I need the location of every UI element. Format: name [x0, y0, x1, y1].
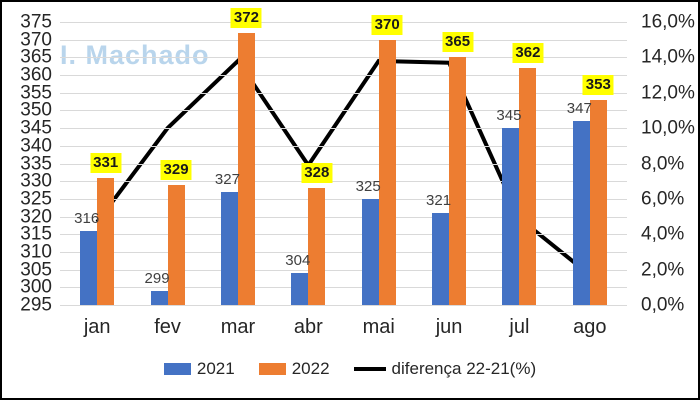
y-axis-tick-label: 370	[20, 29, 52, 51]
y-axis-tick-label: 315	[20, 223, 52, 245]
bar-value-label-2021-ago: 347	[566, 100, 592, 118]
x-axis-label-mar: mar	[220, 316, 256, 338]
legend-label-2021: 2021	[196, 359, 235, 378]
watermark: I. Machado	[60, 40, 210, 70]
y-axis-tick-label: 350	[20, 99, 52, 121]
y2-axis-tick-label: 14,0%	[641, 46, 695, 68]
bar-2021-jan	[80, 230, 98, 305]
legend-label-diff: diferença 22-21(%)	[391, 359, 537, 378]
gridline	[60, 269, 627, 271]
bar-value-label-2022-ago: 353	[582, 74, 614, 95]
gridline	[60, 57, 627, 59]
legend-item-2022: 2022	[258, 359, 330, 379]
gridline	[60, 163, 627, 165]
y-axis-tick-label: 295	[20, 294, 52, 316]
bar-value-label-2022-fev: 329	[160, 159, 192, 180]
bar-2022-mai	[378, 39, 396, 305]
gridline	[60, 181, 627, 183]
y-axis-tick-label: 310	[20, 241, 52, 263]
bar-value-label-2021-fev: 299	[144, 269, 170, 287]
y-axis-tick-label: 335	[20, 153, 52, 174]
legend-item-2021: 2021	[163, 359, 235, 379]
bar-value-label-2022-mar: 372	[230, 7, 262, 28]
y-axis-tick-label: 375	[20, 11, 52, 33]
bar-2021-ago	[572, 121, 590, 305]
bar-2021-jun	[432, 213, 450, 305]
y-axis-tick-label: 330	[20, 170, 52, 192]
y2-axis-tick-label: 12,0%	[641, 82, 695, 104]
x-axis-label-jun: jun	[435, 316, 463, 338]
bar-2022-jul	[519, 67, 537, 305]
gridline	[60, 145, 627, 147]
y-axis-tick-label: 305	[20, 259, 52, 281]
bar-value-label-2022-jan: 331	[90, 152, 122, 173]
bar-value-label-2021-jan: 316	[74, 209, 100, 227]
bar-2021-abr	[291, 273, 309, 305]
bar-value-label-2021-jun: 321	[426, 192, 452, 210]
bar-value-label-2021-jul: 345	[496, 107, 522, 125]
bar-value-label-2022-abr: 328	[301, 163, 333, 184]
bar-2022-jun	[449, 57, 467, 305]
bar-2021-fev	[150, 290, 168, 305]
bar-value-label-2021-abr: 304	[285, 252, 311, 270]
y-axis-tick-label: 340	[20, 135, 52, 157]
x-axis-label-jan: jan	[83, 316, 111, 338]
legend: 2021 2022 diferença 22-21(%)	[2, 359, 698, 379]
y2-axis-tick-label: 2,0%	[641, 259, 685, 281]
bar-2022-fev	[167, 184, 185, 305]
gridline	[60, 305, 627, 306]
bar-2021-jul	[502, 128, 520, 305]
x-axis-label-abr: abr	[293, 316, 323, 338]
y2-axis-tick-label: 10,0%	[641, 117, 695, 139]
bar-value-label-2022-mai: 370	[371, 14, 403, 35]
x-axis-label-mai: mai	[362, 316, 395, 338]
y2-axis-tick-label: 6,0%	[641, 188, 685, 210]
x-axis-label-fev: fev	[154, 316, 181, 338]
gridline	[60, 198, 627, 200]
legend-swatch-diff-line	[353, 367, 386, 371]
y2-axis-tick-label: 0,0%	[641, 294, 685, 316]
legend-swatch-2022	[258, 363, 286, 375]
bar-value-label-2022-jun: 365	[442, 32, 474, 53]
bar-value-label-2021-mar: 327	[214, 170, 240, 188]
gridline	[60, 75, 627, 77]
gridline	[60, 287, 627, 289]
gridline	[60, 22, 627, 23]
y2-axis-tick-label: 8,0%	[641, 153, 685, 174]
y-axis-tick-label: 345	[20, 117, 52, 139]
gridline	[60, 92, 627, 94]
gridline	[60, 251, 627, 253]
bar-2022-ago	[589, 99, 607, 305]
y2-axis-tick-label: 4,0%	[641, 223, 685, 245]
y-axis-tick-label: 360	[20, 64, 52, 86]
y-axis-tick-label: 300	[20, 276, 52, 298]
y-axis-tick-label: 355	[20, 82, 52, 104]
gridline	[60, 39, 627, 41]
y-axis-tick-label: 325	[20, 188, 52, 210]
x-axis-label-jul: jul	[509, 316, 530, 338]
legend-label-2022: 2022	[291, 359, 330, 378]
bar-value-label-2021-mai: 325	[355, 177, 381, 195]
y-axis-tick-label: 320	[20, 206, 52, 228]
x-axis-label-ago: ago	[573, 316, 607, 338]
gridline	[60, 216, 627, 218]
bar-2021-mai	[361, 198, 379, 305]
y-axis-tick-label: 365	[20, 46, 52, 68]
bar-2022-jan	[97, 177, 115, 305]
bar-value-label-2022-jul: 362	[512, 42, 544, 63]
legend-swatch-2021	[163, 363, 191, 375]
gridline	[60, 234, 627, 236]
y2-axis-tick-label: 16,0%	[641, 11, 695, 33]
legend-item-diff: diferença 22-21(%)	[353, 359, 537, 379]
bar-2022-abr	[308, 188, 326, 305]
gridline	[60, 128, 627, 130]
gridline	[60, 110, 627, 112]
bar-2022-mar	[237, 32, 255, 305]
bar-2021-mar	[220, 191, 238, 305]
